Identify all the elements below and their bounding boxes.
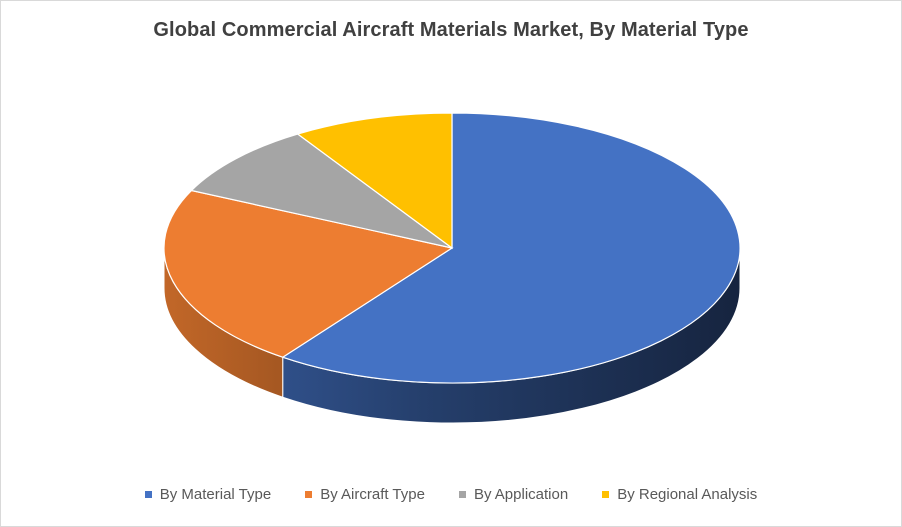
legend-item: By Regional Analysis bbox=[602, 486, 757, 503]
legend-item: By Application bbox=[458, 486, 569, 503]
legend-label: By Regional Analysis bbox=[617, 486, 758, 503]
legend: By Material Type By Aircraft Type By Appli… bbox=[1, 486, 901, 503]
legend-label: By Application bbox=[473, 486, 569, 503]
pie-slice-by-application bbox=[190, 133, 453, 249]
legend-swatch bbox=[458, 491, 466, 498]
legend-label: By Material Type bbox=[159, 486, 272, 503]
legend-label: By Aircraft Type bbox=[320, 486, 425, 503]
chart-title: Global Commercial Aircraft Materials Mar… bbox=[153, 19, 749, 41]
legend-swatch bbox=[305, 491, 313, 498]
legend-swatch bbox=[602, 491, 610, 498]
legend-item: By Aircraft Type bbox=[305, 486, 425, 503]
pie-slice-by-regional-analysis bbox=[296, 112, 453, 250]
legend-item: By Material Type bbox=[144, 486, 272, 503]
pie-slice-by-material-type bbox=[281, 112, 741, 384]
legend-swatch bbox=[144, 491, 152, 498]
